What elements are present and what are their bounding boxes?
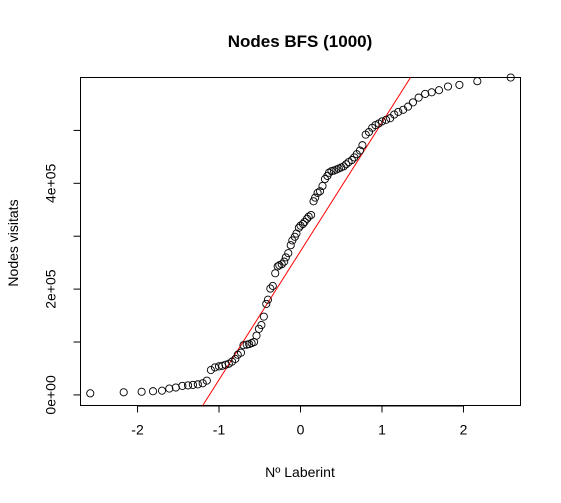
data-point [277, 260, 286, 269]
data-point [262, 299, 271, 308]
data-point [377, 117, 387, 126]
data-point [210, 363, 219, 372]
data-point [394, 107, 403, 116]
data-point [281, 253, 290, 262]
data-point [390, 110, 399, 119]
x-tick-label: 0 [297, 422, 305, 438]
data-point [263, 295, 272, 304]
data-point [421, 89, 430, 98]
data-point [318, 181, 327, 191]
data-point [298, 219, 307, 229]
data-point [292, 229, 301, 238]
data-point [316, 187, 325, 196]
data-point [165, 384, 174, 393]
data-point [257, 321, 266, 330]
data-point [347, 155, 356, 165]
data-point [259, 312, 268, 321]
data-point [307, 210, 316, 220]
x-axis: -2 -1 0 1 2 [131, 405, 468, 438]
data-point [313, 188, 322, 197]
data-point [280, 257, 289, 266]
data-point [304, 212, 313, 221]
y-tick-label: 4e+05 [43, 163, 59, 203]
data-point [284, 249, 293, 258]
x-tick-label: 1 [378, 422, 386, 438]
data-point [239, 341, 248, 350]
data-point [358, 141, 367, 150]
data-point [506, 73, 515, 82]
y-tick-label: 2e+05 [43, 269, 59, 309]
data-point [273, 262, 282, 271]
data-point [382, 115, 391, 124]
data-point [206, 366, 215, 375]
data-point [252, 331, 261, 340]
data-point [198, 379, 207, 388]
data-point [188, 380, 197, 389]
data-point [231, 354, 240, 363]
data-point [202, 376, 211, 385]
data-point [268, 281, 277, 290]
chart-title: Nodes BFS (1000) [228, 32, 373, 51]
data-point [119, 388, 128, 397]
data-point [148, 387, 158, 396]
y-tick-label: 0e+00 [43, 375, 59, 415]
data-point [309, 197, 318, 206]
data-point [286, 241, 295, 250]
data-point [178, 381, 187, 390]
data-point [434, 86, 444, 95]
data-point [342, 160, 351, 169]
data-point [414, 93, 423, 102]
data-point [184, 381, 193, 390]
data-point [324, 168, 334, 177]
y-axis-label: Nodes visitats [5, 199, 21, 286]
data-point [455, 80, 464, 89]
x-tick-label: -2 [131, 422, 144, 438]
data-point [157, 386, 167, 395]
x-tick-label: -1 [213, 422, 226, 438]
data-point [271, 269, 280, 278]
data-point [408, 98, 417, 107]
data-point [86, 389, 95, 398]
plot-frame [80, 77, 521, 406]
data-point [427, 88, 436, 97]
data-point [137, 387, 146, 396]
data-point [311, 193, 320, 202]
data-point [443, 82, 453, 91]
data-point [193, 380, 202, 389]
data-point [266, 284, 275, 293]
y-axis: 0e+00 2e+05 4e+05 [43, 129, 81, 415]
data-point [221, 360, 230, 369]
x-axis-label: Nº Laberint [265, 464, 335, 480]
data-point [339, 162, 348, 171]
data-point [473, 77, 482, 86]
data-point [171, 383, 180, 392]
data-points [86, 73, 515, 398]
data-point [236, 348, 246, 357]
x-tick-label: 2 [460, 422, 468, 438]
data-point [355, 146, 365, 155]
data-point [404, 102, 413, 111]
